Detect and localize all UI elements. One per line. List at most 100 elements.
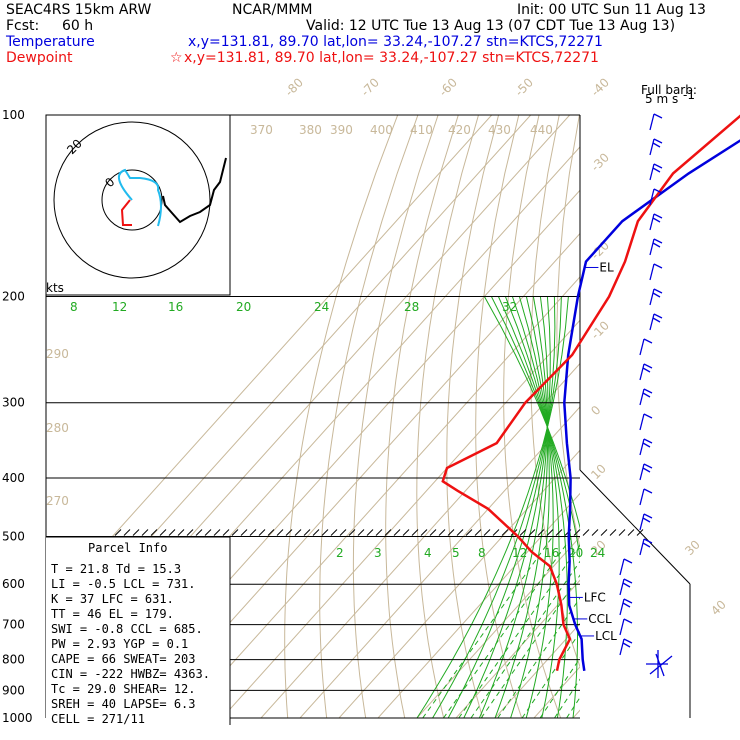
moist-adiabat	[483, 296, 580, 530]
barb-staff	[619, 578, 625, 596]
temperature-label: -70	[358, 75, 382, 99]
barb-feather	[653, 113, 663, 119]
hatch-tick	[204, 529, 212, 536]
mixing-ratio-label-lower: 8	[478, 546, 486, 560]
hatch-tick	[492, 529, 500, 536]
isotherm	[416, 536, 580, 718]
barb-feather	[623, 578, 633, 584]
hatch-tick	[114, 529, 122, 536]
barb-staff	[639, 388, 645, 406]
hatch-tick	[213, 529, 221, 536]
wind-barb	[639, 338, 653, 356]
isotherm	[679, 115, 740, 731]
mixing-ratio-label-upper: 12	[112, 300, 127, 314]
pressure-label: 1000	[2, 711, 33, 725]
hodograph-kts-label: kts	[46, 281, 64, 295]
hatch-tick	[474, 529, 482, 536]
marker-label: CCL	[588, 612, 612, 626]
barb-staff	[649, 188, 655, 206]
hatch-tick	[456, 529, 464, 536]
hatch-tick	[402, 529, 410, 536]
barb-staff	[649, 313, 655, 331]
hatch-tick	[240, 529, 248, 536]
mixing-ratio-label-lower: 20	[568, 546, 583, 560]
hodograph-cyan-segment	[117, 168, 162, 227]
hatch-tick	[555, 529, 563, 536]
dewpoint-trace	[441, 114, 740, 672]
mixing-ratio-line	[521, 631, 580, 718]
hodograph-black-segment	[162, 157, 227, 224]
sounding-traces: EL LFC CCL LCL	[441, 114, 740, 672]
barb-staff	[649, 213, 655, 231]
theta-label: 280	[46, 421, 69, 435]
mixing-ratio-line	[554, 678, 580, 718]
hodograph-red-segment	[120, 199, 132, 226]
marker-label: EL	[599, 260, 614, 274]
barb-staff	[619, 558, 625, 576]
pressure-label: 900	[2, 683, 25, 697]
pressure-label: 800	[2, 653, 25, 667]
hatch-tick	[546, 529, 554, 536]
mixing-ratio-label-upper: 16	[168, 300, 183, 314]
hatch-tick	[447, 529, 455, 536]
barb-feather	[653, 288, 663, 294]
barb-feather	[652, 167, 661, 173]
barb-staff	[619, 638, 625, 656]
barb-feather	[643, 463, 653, 469]
wind-barb	[639, 488, 653, 506]
wind-barb	[639, 363, 653, 381]
hatch-tick	[159, 529, 167, 536]
mixing-ratio-label-upper: 8	[70, 300, 78, 314]
dry-adiabat	[446, 115, 500, 718]
dry-adiabat	[385, 115, 459, 718]
hatch-tick	[573, 529, 581, 536]
parcel-info-row: CELL = 271/11	[51, 712, 145, 726]
isotherm	[377, 492, 580, 718]
isotherm	[572, 709, 580, 718]
barb-feather	[642, 442, 651, 448]
barb-staff	[639, 538, 645, 556]
dry-adiabat	[654, 115, 740, 718]
barb-legend-3: -1	[683, 88, 695, 102]
mixing-ratio-label-upper: 24	[314, 300, 329, 314]
barb-feather	[652, 217, 661, 223]
mixing-ratio-label-lower: 3	[374, 546, 382, 560]
dry-adiabat	[556, 115, 580, 550]
isotherm	[260, 362, 580, 718]
hodograph-ring-outer	[53, 121, 211, 279]
barb-staff	[639, 513, 645, 531]
valid-time: Valid: 12 UTC Tue 13 Aug 13 (07 CDT Tue …	[306, 18, 675, 34]
parcel-box-bg	[46, 537, 230, 725]
hatch-tick	[294, 529, 302, 536]
right-diagonal	[579, 469, 691, 585]
hatch-tick	[195, 529, 203, 536]
hatch-tick	[618, 529, 626, 536]
parcel-info-row: K = 37 LFC = 631.	[51, 592, 174, 606]
wind-barb	[649, 263, 663, 281]
temperature-label: -80	[282, 75, 306, 99]
parcel-info-row: SWI = -0.8 CCL = 685.	[51, 622, 203, 636]
center-title: NCAR/MMM	[232, 2, 313, 18]
hatch-tick	[150, 529, 158, 536]
barb-legend-2: 5 m s	[645, 92, 678, 106]
moist-adiabat	[463, 296, 551, 718]
hatch-tick	[483, 529, 491, 536]
hatch-tick	[267, 529, 275, 536]
barb-feather	[642, 542, 651, 548]
barb-staff	[619, 598, 625, 616]
hatch-tick	[141, 529, 149, 536]
theta-label: 430	[488, 123, 511, 137]
dry-adiabat	[677, 115, 740, 718]
wind-barb	[649, 313, 663, 331]
model-title: SEAC4RS 15km ARW	[6, 2, 152, 18]
isotherm	[46, 115, 493, 611]
dewpoint-legend: Dewpoint	[6, 50, 73, 66]
hatch-tick	[411, 529, 419, 536]
hatch-tick	[519, 529, 527, 536]
wind-barb	[639, 463, 653, 481]
pressure-label: 300	[2, 396, 25, 410]
barb-feather	[642, 367, 651, 373]
hatch-tick	[582, 529, 590, 536]
surface-barb-line	[649, 655, 673, 675]
